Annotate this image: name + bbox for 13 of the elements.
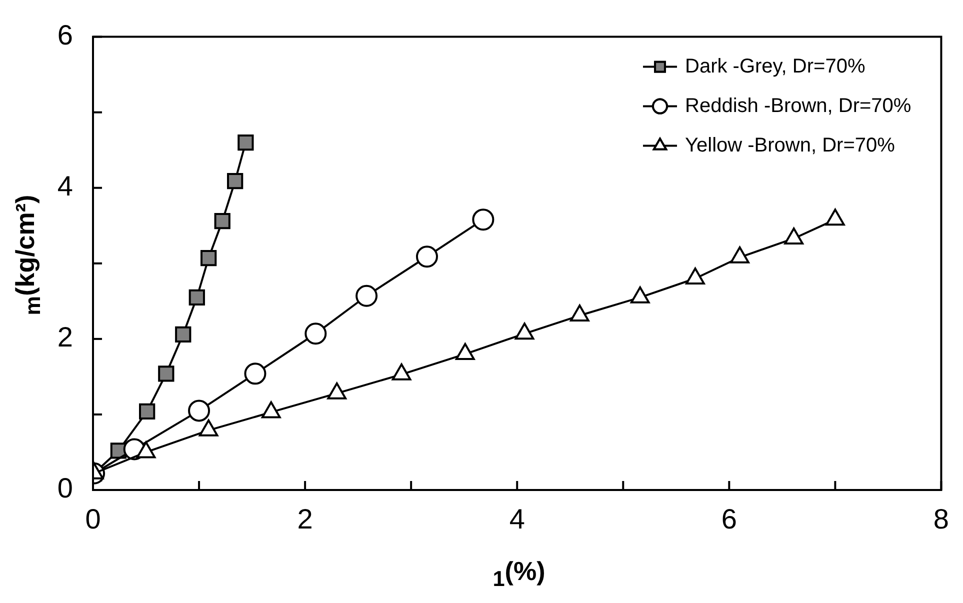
y-tick-label: 6 [57,20,73,51]
x-tick-label: 8 [933,504,950,535]
legend-label: Dark -Grey, Dr=70% [685,55,866,78]
x-tick-label: 2 [297,504,313,535]
y-tick-label: 0 [57,472,73,504]
legend-label: Reddish -Brown, Dr=70% [685,94,912,117]
x-axis-title: $_{1}$(%) [492,556,546,592]
x-tick-label: 6 [721,504,737,535]
legend-label: Yellow -Brown, Dr=70% [685,134,896,156]
y-tick-label: 4 [57,170,73,202]
x-tick-label: 0 [85,504,101,535]
x-tick-label: 4 [509,504,525,535]
y-tick-label: 2 [57,322,73,353]
